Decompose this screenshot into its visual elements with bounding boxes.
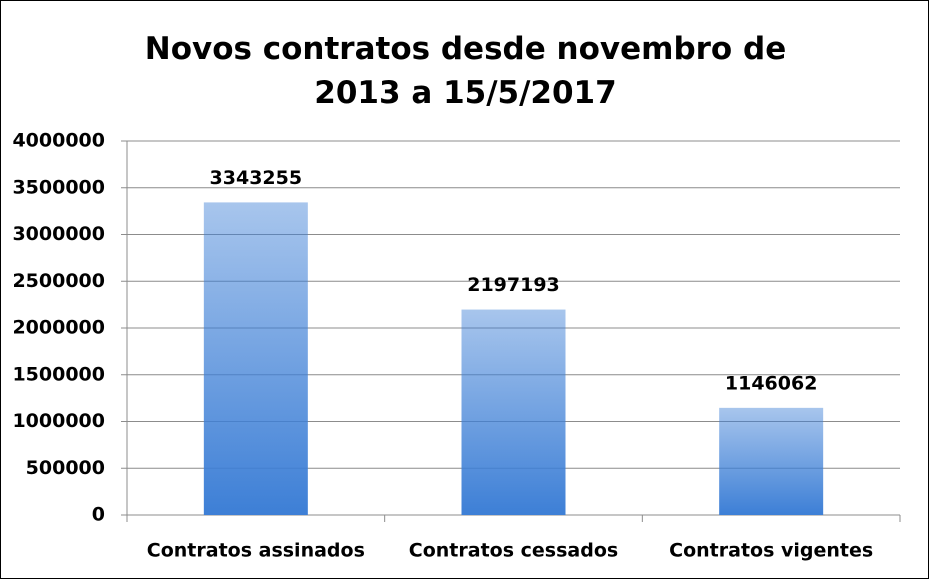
value-label: 3343255	[210, 167, 303, 189]
y-tick-label: 3500000	[12, 176, 105, 198]
y-tick-label: 3000000	[12, 223, 105, 245]
x-tick-label: Contratos assinados	[147, 540, 365, 562]
y-tick-label: 1500000	[12, 363, 105, 385]
bar	[719, 407, 824, 515]
x-tick-label: Contratos vigentes	[669, 540, 873, 562]
y-tick-label: 2500000	[12, 270, 105, 292]
y-tick-label: 4000000	[12, 130, 105, 152]
y-tick-label: 0	[92, 504, 105, 526]
value-label: 2197193	[467, 274, 560, 296]
value-label: 1146062	[725, 372, 818, 394]
x-tick-label: Contratos cessados	[409, 540, 618, 562]
y-tick-label: 500000	[26, 457, 105, 479]
chart-title: Novos contratos desde novembro de 2013 a…	[144, 31, 787, 111]
bar	[203, 202, 308, 516]
bar	[461, 309, 566, 515]
y-tick-label: 2000000	[12, 317, 105, 339]
y-tick-label: 1000000	[12, 410, 105, 432]
